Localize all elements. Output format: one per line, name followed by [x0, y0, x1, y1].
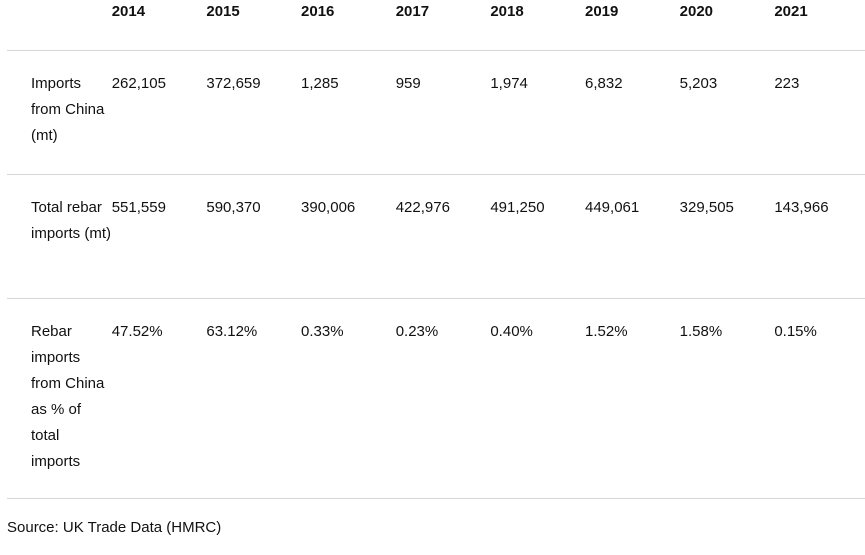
table-cell: 491,250	[490, 174, 585, 299]
table-cell: 329,505	[679, 174, 775, 299]
table-row: Total rebar imports (mt) 551,559 590,370…	[7, 174, 865, 299]
table-row: Imports from China (mt) 262,105 372,659 …	[7, 50, 865, 175]
table-cell: 6,832	[585, 50, 680, 175]
header-year: 2021	[774, 0, 865, 51]
header-year: 2020	[679, 0, 775, 51]
table-cell: 959	[395, 50, 491, 175]
table-cell: 0.23%	[395, 298, 491, 499]
table-cell: 551,559	[111, 174, 207, 299]
header-year: 2016	[301, 0, 396, 51]
source-note: Source: UK Trade Data (HMRC)	[7, 519, 222, 536]
table-cell: 5,203	[679, 50, 775, 175]
table-cell: 449,061	[585, 174, 680, 299]
table-cell: 372,659	[206, 50, 302, 175]
table-cell: 422,976	[395, 174, 491, 299]
table-cell: 1,285	[301, 50, 396, 175]
data-table-container: 2014 2015 2016 2017 2018 2019 2020 2021 …	[7, 0, 865, 499]
table-cell: 390,006	[301, 174, 396, 299]
table-cell: 223	[774, 50, 865, 175]
table-header-row: 2014 2015 2016 2017 2018 2019 2020 2021	[7, 0, 865, 51]
header-year: 2017	[395, 0, 491, 51]
table-cell: 1,974	[490, 50, 585, 175]
table-cell: 63.12%	[206, 298, 302, 499]
header-year: 2018	[490, 0, 585, 51]
header-year: 2015	[206, 0, 302, 51]
table-cell: 1.52%	[585, 298, 680, 499]
row-label: Rebar imports from China as % of total i…	[7, 298, 112, 499]
table-row: Rebar imports from China as % of total i…	[7, 298, 865, 499]
table-cell: 47.52%	[111, 298, 207, 499]
rebar-imports-table: 2014 2015 2016 2017 2018 2019 2020 2021 …	[7, 0, 865, 499]
header-year: 2019	[585, 0, 680, 51]
row-label: Imports from China (mt)	[7, 50, 112, 175]
header-empty	[7, 0, 112, 51]
header-year: 2014	[111, 0, 207, 51]
table-cell: 143,966	[774, 174, 865, 299]
table-cell: 0.40%	[490, 298, 585, 499]
table-cell: 0.33%	[301, 298, 396, 499]
table-cell: 262,105	[111, 50, 207, 175]
table-cell: 1.58%	[679, 298, 775, 499]
table-cell: 590,370	[206, 174, 302, 299]
table-cell: 0.15%	[774, 298, 865, 499]
row-label: Total rebar imports (mt)	[7, 174, 112, 299]
